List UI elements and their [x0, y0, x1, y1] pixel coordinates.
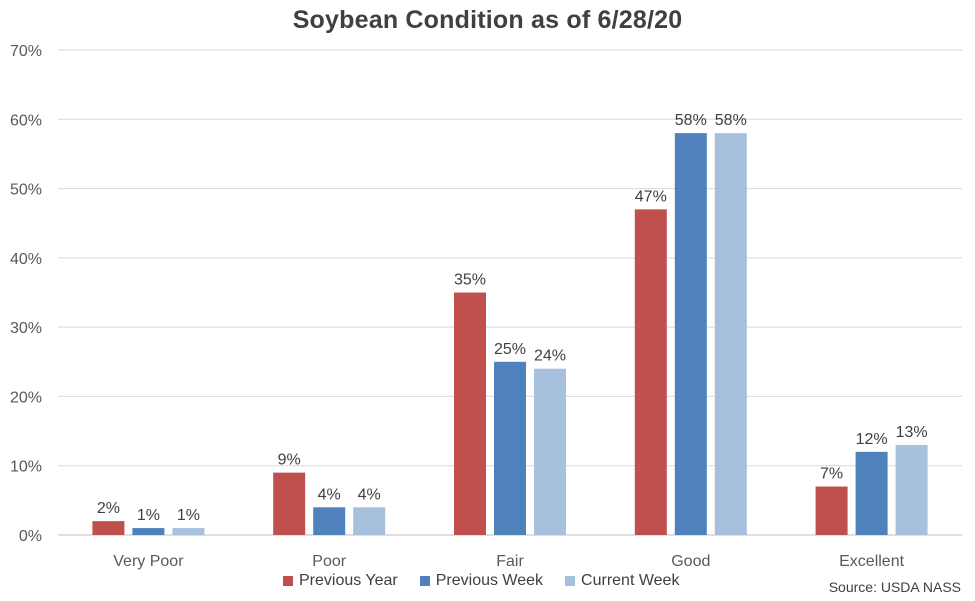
bars [92, 133, 928, 535]
legend-item-previous-week: Previous Week [419, 572, 544, 590]
bar-previous-year [92, 521, 125, 535]
y-axis-ticks: 0% 10% 20% 30% 40% 50% 60% 70% [10, 43, 42, 545]
legend-item-previous-year: Previous Year [283, 572, 398, 590]
y-tick-label: 20% [10, 389, 42, 406]
x-axis-ticks: Very Poor Poor Fair Good Excellent [113, 553, 904, 570]
x-tick-label: Poor [312, 553, 346, 570]
y-tick-label: 0% [19, 528, 42, 545]
legend-swatch-previous-year [283, 576, 293, 586]
bar-previous-year [634, 209, 667, 535]
bar-previous-week [855, 451, 888, 535]
bar-previous-year [454, 292, 486, 535]
y-tick-label: 40% [10, 251, 42, 268]
data-label: 4% [358, 486, 381, 503]
data-label: 58% [715, 112, 747, 129]
legend-swatch-previous-week [419, 576, 430, 586]
x-tick-label: Fair [496, 553, 524, 570]
legend: Previous Year Previous Week Current Week [283, 572, 679, 590]
x-tick-label: Very Poor [113, 553, 184, 570]
data-label: 24% [534, 348, 566, 365]
legend-label-current-week: Current Week [581, 572, 680, 589]
data-label: 9% [278, 452, 301, 469]
data-label: 4% [318, 486, 341, 503]
bar-current-week [353, 507, 386, 535]
data-label: 1% [137, 507, 160, 524]
bar-previous-week [494, 361, 526, 535]
bar-previous-week [674, 133, 707, 535]
legend-swatch-current-week [565, 576, 576, 586]
data-label: 7% [820, 466, 843, 483]
data-label: 47% [635, 188, 667, 205]
y-tick-label: 10% [10, 459, 42, 476]
data-label: 2% [97, 500, 120, 517]
data-label: 25% [494, 341, 526, 358]
bar-current-week [895, 444, 928, 535]
x-tick-label: Good [671, 553, 710, 570]
source-note: Source: USDA NASS [828, 579, 961, 595]
data-label: 35% [454, 272, 486, 289]
legend-item-current-week: Current Week [565, 572, 679, 590]
bar-current-week [714, 133, 747, 535]
data-label: 1% [177, 507, 200, 524]
y-tick-label: 60% [10, 112, 42, 129]
y-tick-label: 30% [10, 320, 42, 337]
y-tick-label: 50% [10, 182, 42, 199]
data-label: 13% [896, 424, 928, 441]
bar-current-week [172, 528, 205, 535]
y-tick-label: 70% [10, 43, 42, 60]
bar-previous-year [815, 486, 848, 535]
chart-title: Soybean Condition as of 6/28/20 [292, 6, 683, 34]
data-label: 12% [856, 431, 888, 448]
bar-current-week [534, 368, 566, 535]
bar-previous-week [313, 507, 346, 535]
data-labels: 2% 1% 1% 9% 4% 4% 35% 25% 24% 47% 58% 58% 7% 12% 13% [97, 112, 928, 524]
x-tick-label: Excellent [839, 553, 904, 570]
bar-previous-year [273, 472, 306, 535]
legend-label-previous-week: Previous Week [435, 572, 544, 589]
data-label: 58% [675, 112, 707, 129]
legend-label-previous-year: Previous Year [299, 572, 398, 589]
bar-previous-week [132, 528, 165, 535]
